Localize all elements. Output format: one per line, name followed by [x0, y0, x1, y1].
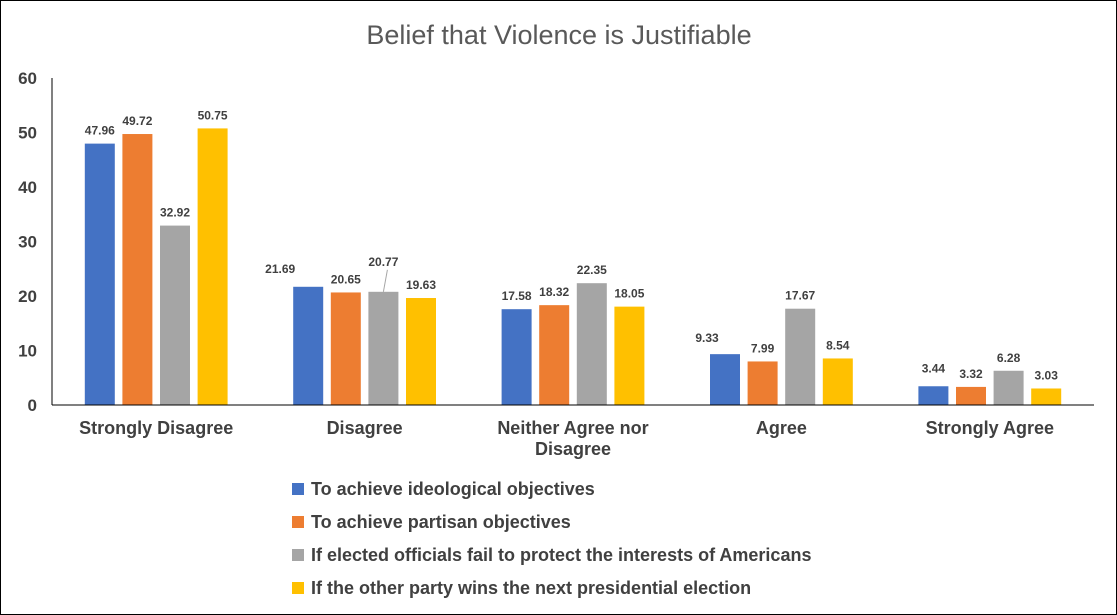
data-labels: 47.96 49.72 32.92 50.75 21.69 20.65 20.77 19.63… [85, 108, 1058, 382]
data-label: 8.54 [826, 338, 850, 352]
legend-label: If the other party wins the next preside… [311, 578, 751, 598]
y-tick-label: 30 [18, 233, 37, 252]
data-label: 22.35 [577, 263, 607, 277]
data-label: 21.69 [265, 262, 295, 276]
y-tick-label: 60 [18, 69, 37, 88]
legend-swatch [292, 516, 304, 528]
bar [501, 309, 532, 405]
leader-line [382, 269, 388, 292]
bar [330, 292, 361, 405]
data-label: 32.92 [160, 206, 190, 220]
x-tick-label: Strongly Disagree [79, 418, 233, 438]
bar [160, 225, 190, 405]
data-label: 3.32 [959, 367, 983, 381]
data-label: 19.63 [406, 278, 436, 292]
x-tick-label: Strongly Agree [926, 418, 1054, 438]
y-tick-label: 0 [28, 396, 37, 415]
data-label: 20.77 [368, 255, 398, 269]
chart-title: Belief that Violence is Justifiable [366, 20, 751, 50]
data-label: 50.75 [198, 108, 228, 122]
y-tick-label: 10 [18, 342, 37, 361]
data-label: 20.65 [331, 272, 361, 286]
bar [122, 134, 153, 405]
x-axis: Strongly Disagree Disagree Neither Agree n… [52, 404, 1094, 459]
bar [785, 308, 816, 405]
bar [1031, 388, 1062, 405]
bar [293, 286, 324, 405]
bar [368, 291, 399, 405]
bar-series [84, 128, 1062, 406]
bar [747, 361, 778, 405]
y-tick-label: 20 [18, 287, 37, 306]
bar [539, 305, 570, 405]
bar [614, 306, 645, 405]
x-tick-label: Disagree [327, 418, 403, 438]
legend-label: To achieve ideological objectives [311, 479, 595, 499]
y-axis: 0 10 20 30 40 50 60 [18, 69, 53, 415]
data-label: 18.32 [539, 285, 569, 299]
data-label: 47.96 [85, 124, 115, 138]
data-label: 17.67 [785, 289, 815, 303]
bar [576, 283, 607, 405]
legend-swatch [292, 483, 304, 495]
bar [710, 354, 740, 405]
data-label: 17.58 [502, 289, 532, 303]
data-label: 49.72 [122, 114, 152, 128]
bar [197, 128, 228, 405]
y-tick-label: 50 [18, 124, 37, 143]
legend-swatch [292, 582, 304, 594]
bar [918, 386, 949, 405]
x-tick-label: Agree [756, 418, 807, 438]
bar [822, 358, 853, 405]
bar [993, 370, 1024, 405]
y-tick-label: 40 [18, 178, 37, 197]
legend-label: To achieve partisan objectives [311, 512, 571, 532]
data-label: 3.03 [1035, 368, 1059, 382]
legend-label: If elected officials fail to protect the… [311, 545, 811, 565]
bar [84, 143, 115, 406]
legend: To achieve ideological objectives To achi… [292, 479, 811, 598]
data-label: 3.44 [922, 361, 946, 375]
data-label: 18.05 [614, 287, 644, 301]
bar [956, 386, 986, 405]
x-tick-label: Neither Agree nor Disagree [497, 418, 648, 459]
data-label: 9.33 [695, 331, 719, 345]
data-label: 7.99 [751, 341, 775, 355]
legend-swatch [292, 549, 304, 561]
data-label: 6.28 [997, 351, 1021, 365]
bar [406, 298, 436, 405]
